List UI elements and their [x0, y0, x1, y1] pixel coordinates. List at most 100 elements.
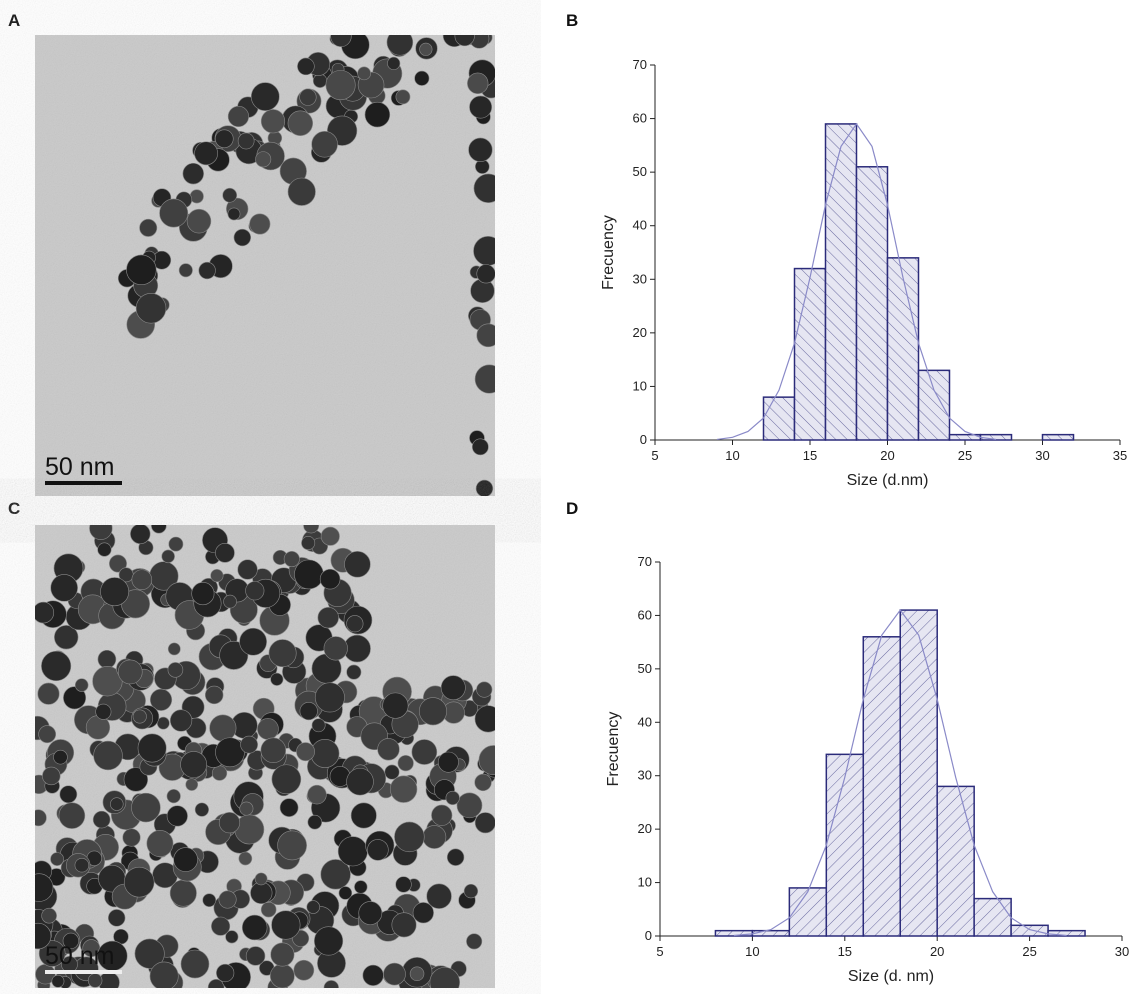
particle: [391, 912, 417, 938]
bar: [825, 753, 865, 937]
particle: [293, 959, 315, 981]
particle: [107, 909, 126, 927]
particle: [132, 709, 147, 724]
particle: [429, 967, 461, 988]
particle: [123, 866, 155, 898]
particle: [50, 574, 78, 602]
x-tick-label: 25: [958, 448, 972, 463]
particle: [110, 797, 124, 811]
bar: [751, 929, 791, 937]
particle: [167, 642, 181, 656]
particle: [58, 802, 86, 829]
particle: [294, 559, 324, 590]
tem-image: [35, 35, 495, 496]
y-tick-label: 20: [633, 325, 647, 340]
particle: [53, 749, 68, 765]
particle: [215, 543, 235, 563]
particle: [239, 627, 267, 656]
particle: [307, 784, 327, 805]
particle: [466, 933, 483, 950]
particle: [422, 825, 447, 849]
particle: [320, 526, 340, 546]
fit-curve: [716, 122, 997, 441]
bar: [886, 257, 920, 441]
particle: [463, 883, 479, 899]
y-axis-label: Frecuency: [605, 712, 622, 787]
particle: [194, 141, 218, 166]
scale-label: 50 nm: [45, 942, 114, 970]
particle: [211, 765, 228, 781]
particle: [337, 836, 368, 867]
particle: [287, 177, 316, 206]
particle: [151, 525, 167, 534]
bar: [899, 609, 938, 937]
particle: [383, 962, 406, 986]
x-tick-label: 10: [745, 944, 759, 959]
particle: [126, 254, 157, 286]
particles: [117, 35, 495, 496]
particle: [346, 767, 374, 796]
particle: [382, 692, 409, 719]
particle: [198, 261, 216, 280]
particle: [320, 859, 351, 890]
particle: [319, 568, 341, 590]
particle: [182, 162, 204, 185]
particle: [314, 682, 345, 713]
particle: [325, 70, 356, 101]
particle: [254, 872, 268, 886]
particle: [255, 151, 272, 168]
particle: [350, 802, 377, 829]
particle: [74, 678, 89, 692]
y-tick-label: 60: [633, 111, 647, 126]
particle: [454, 35, 475, 47]
x-axis-label: Size (d. nm): [848, 968, 934, 985]
particle: [35, 922, 52, 950]
particle: [202, 893, 217, 908]
x-tick-label: 15: [803, 448, 817, 463]
y-tick-label: 0: [645, 928, 652, 943]
particle: [216, 963, 235, 983]
particle: [97, 542, 112, 557]
particle: [389, 775, 418, 803]
particle: [323, 980, 339, 988]
particle: [37, 682, 60, 705]
panel-label: D: [566, 499, 578, 518]
particle: [473, 173, 495, 203]
particle: [271, 910, 301, 940]
x-tick-label: 10: [725, 448, 739, 463]
particle: [330, 35, 352, 48]
particle: [412, 902, 434, 924]
particle: [426, 883, 452, 909]
particle: [41, 907, 57, 924]
particle: [131, 569, 153, 590]
particle: [51, 974, 65, 988]
particle: [109, 554, 127, 573]
particle: [364, 101, 391, 128]
particle: [237, 559, 258, 580]
particle: [167, 662, 184, 678]
bar: [855, 166, 889, 441]
y-tick-label: 40: [638, 714, 652, 729]
particle: [215, 737, 245, 768]
particle: [409, 966, 425, 982]
particle: [214, 129, 234, 149]
particles: [35, 525, 495, 988]
particle: [35, 873, 54, 902]
particle: [323, 636, 348, 661]
particle: [38, 725, 57, 744]
particle: [227, 105, 249, 128]
scale-bar: [45, 970, 122, 974]
particle: [474, 705, 495, 733]
particle: [297, 57, 315, 76]
particle: [117, 659, 143, 685]
x-tick-label: 30: [1115, 944, 1129, 959]
histogram-chart: 0 10 20 30 40 50 60 70 5 10 15 20 25 30 35 Size (d.nm) F…: [600, 57, 1127, 489]
particle: [54, 625, 79, 650]
x-tick-label: 20: [880, 448, 894, 463]
x-axis-label: Size (d.nm): [847, 472, 929, 489]
particle: [38, 940, 66, 967]
particle: [419, 42, 433, 56]
particle: [257, 718, 279, 740]
particle: [42, 766, 61, 786]
